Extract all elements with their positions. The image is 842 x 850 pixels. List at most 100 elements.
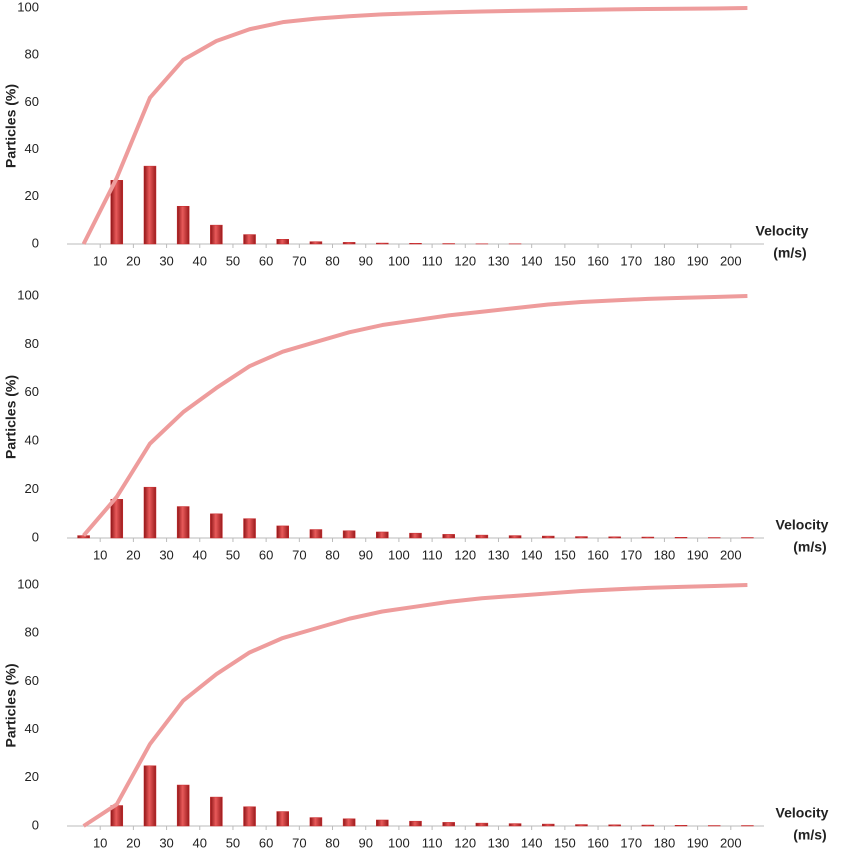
y-tick-label: 100 — [17, 0, 39, 14]
x-axis-label: Velocity — [776, 805, 829, 821]
bar — [243, 234, 256, 245]
x-tick-label: 50 — [226, 835, 240, 850]
x-tick-label: 10 — [93, 835, 107, 850]
y-tick-label: 0 — [32, 817, 39, 832]
y-axis-label: Particles (%) — [3, 663, 19, 747]
x-tick-label: 160 — [587, 835, 609, 850]
x-tick-label: 70 — [292, 835, 306, 850]
bar — [309, 241, 323, 245]
x-tick-label: 120 — [454, 253, 476, 268]
x-tick-label: 190 — [687, 253, 709, 268]
x-tick-label: 150 — [554, 253, 576, 268]
bar — [542, 535, 555, 539]
x-tick-label: 140 — [521, 547, 543, 562]
x-axis-label: Velocity — [776, 517, 829, 533]
bar — [409, 820, 422, 827]
cumulative-line — [81, 6, 748, 245]
x-tick-label: 110 — [422, 835, 443, 850]
x-tick-label: 80 — [325, 547, 339, 562]
bar — [243, 806, 256, 827]
x-tick-label: 190 — [687, 835, 709, 850]
bar — [309, 817, 323, 827]
y-tick-label: 0 — [32, 529, 39, 544]
bar — [176, 506, 190, 539]
x-tick-label: 100 — [388, 547, 410, 562]
x-tick-label: 200 — [720, 835, 742, 850]
y-tick-label: 60 — [25, 673, 39, 688]
y-tick-label: 80 — [25, 625, 39, 640]
x-tick-label: 100 — [388, 253, 410, 268]
bar — [508, 535, 522, 539]
bar — [376, 819, 389, 827]
x-tick-label: 50 — [226, 253, 240, 268]
x-tick-label: 100 — [388, 835, 410, 850]
x-tick-label: 170 — [620, 835, 642, 850]
bar — [176, 205, 190, 245]
x-tick-label: 150 — [554, 835, 576, 850]
bar — [475, 822, 489, 827]
bar — [210, 224, 223, 245]
x-tick-label: 60 — [259, 253, 273, 268]
x-tick-label: 90 — [358, 835, 372, 850]
x-tick-label: 80 — [325, 253, 339, 268]
bar — [309, 529, 323, 539]
x-tick-label: 130 — [488, 835, 510, 850]
x-axis-label: (m/s) — [773, 245, 806, 261]
x-tick-label: 160 — [587, 253, 609, 268]
y-tick-label: 100 — [17, 287, 39, 302]
bar — [110, 499, 124, 539]
bar — [77, 535, 90, 539]
bar — [475, 534, 489, 539]
bar — [608, 536, 621, 539]
y-tick-label: 80 — [25, 336, 39, 351]
bar — [442, 534, 455, 539]
bar — [276, 811, 289, 827]
x-axis-label: (m/s) — [793, 827, 826, 843]
bar — [143, 765, 157, 827]
x-tick-label: 200 — [720, 547, 742, 562]
y-tick-label: 80 — [25, 47, 39, 62]
x-tick-label: 170 — [620, 547, 642, 562]
x-tick-label: 60 — [259, 835, 273, 850]
y-tick-label: 40 — [25, 433, 39, 448]
x-tick-label: 120 — [454, 547, 476, 562]
x-tick-label: 160 — [587, 547, 609, 562]
x-tick-label: 70 — [292, 253, 306, 268]
y-tick-label: 100 — [17, 576, 39, 591]
bar — [342, 530, 356, 539]
y-tick-label: 20 — [25, 188, 39, 203]
bar — [176, 784, 190, 827]
bar — [542, 823, 555, 827]
x-tick-label: 20 — [126, 253, 140, 268]
x-tick-label: 90 — [358, 253, 372, 268]
x-tick-label: 50 — [226, 547, 240, 562]
x-tick-label: 60 — [259, 547, 273, 562]
x-tick-label: 140 — [521, 835, 543, 850]
x-tick-label: 20 — [126, 547, 140, 562]
bar — [276, 525, 289, 539]
bar — [442, 822, 455, 827]
y-tick-label: 20 — [25, 481, 39, 496]
x-tick-label: 30 — [159, 835, 173, 850]
bar — [210, 796, 223, 827]
x-tick-label: 180 — [654, 547, 676, 562]
bar — [276, 239, 289, 245]
y-tick-label: 0 — [32, 235, 39, 250]
x-tick-label: 170 — [620, 253, 642, 268]
y-tick-label: 20 — [25, 769, 39, 784]
bar — [143, 486, 157, 539]
x-tick-label: 190 — [687, 547, 709, 562]
x-tick-label: 40 — [193, 547, 207, 562]
cumulative-line — [82, 583, 748, 828]
x-tick-label: 40 — [193, 835, 207, 850]
x-tick-label: 140 — [521, 253, 543, 268]
bar — [409, 532, 422, 539]
bar — [575, 536, 588, 539]
x-tick-label: 110 — [422, 253, 443, 268]
y-tick-label: 40 — [25, 141, 39, 156]
bar — [508, 823, 522, 827]
y-tick-label: 40 — [25, 721, 39, 736]
x-tick-label: 40 — [193, 253, 207, 268]
x-tick-label: 150 — [554, 547, 576, 562]
